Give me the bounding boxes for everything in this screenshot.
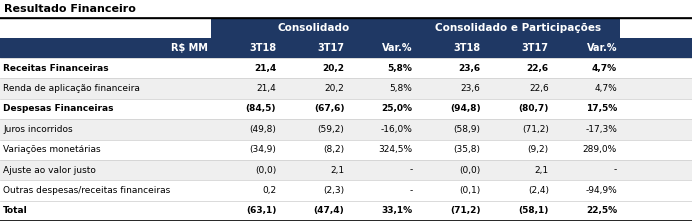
Text: (58,1): (58,1) — [518, 206, 549, 215]
Bar — [0, 38, 692, 58]
Text: (2,3): (2,3) — [323, 186, 345, 195]
Text: (35,8): (35,8) — [454, 145, 481, 154]
Text: 4,7%: 4,7% — [594, 84, 617, 93]
Text: 324,5%: 324,5% — [379, 145, 412, 154]
Text: (71,2): (71,2) — [522, 125, 549, 134]
Text: 22,6: 22,6 — [529, 84, 549, 93]
Text: Despesas Financeiras: Despesas Financeiras — [3, 105, 113, 113]
Text: -17,3%: -17,3% — [585, 125, 617, 134]
Text: 20,2: 20,2 — [325, 84, 345, 93]
Text: (94,8): (94,8) — [450, 105, 481, 113]
Text: 4,7%: 4,7% — [592, 64, 617, 73]
Text: (67,6): (67,6) — [314, 105, 345, 113]
Text: Var.%: Var.% — [587, 43, 617, 53]
Text: (8,2): (8,2) — [323, 145, 345, 154]
Text: (0,0): (0,0) — [255, 166, 276, 175]
Text: 3T17: 3T17 — [522, 43, 549, 53]
Text: 2,1: 2,1 — [330, 166, 345, 175]
Text: 21,4: 21,4 — [254, 64, 276, 73]
Text: 3T18: 3T18 — [453, 43, 481, 53]
Text: (59,2): (59,2) — [318, 125, 345, 134]
Bar — [0, 180, 692, 201]
Bar — [0, 160, 692, 180]
Text: 20,2: 20,2 — [322, 64, 345, 73]
Bar — [0, 78, 692, 99]
Text: (84,5): (84,5) — [246, 105, 276, 113]
Text: -: - — [614, 166, 617, 175]
Text: 2,1: 2,1 — [535, 166, 549, 175]
Text: Total: Total — [3, 206, 28, 215]
Text: -94,9%: -94,9% — [585, 186, 617, 195]
Text: Variações monetárias: Variações monetárias — [3, 145, 100, 154]
Text: 289,0%: 289,0% — [583, 145, 617, 154]
Text: (34,9): (34,9) — [249, 145, 276, 154]
Text: 22,5%: 22,5% — [586, 206, 617, 215]
Text: 0,2: 0,2 — [262, 186, 276, 195]
Text: 5,8%: 5,8% — [388, 64, 412, 73]
Text: (63,1): (63,1) — [246, 206, 276, 215]
Text: (9,2): (9,2) — [528, 145, 549, 154]
Text: (0,0): (0,0) — [459, 166, 481, 175]
Text: R$ MM: R$ MM — [171, 43, 208, 53]
Bar — [0, 58, 692, 78]
Text: 17,5%: 17,5% — [586, 105, 617, 113]
Text: -: - — [409, 186, 412, 195]
Bar — [211, 18, 415, 38]
Text: 22,6: 22,6 — [527, 64, 549, 73]
Bar — [0, 99, 692, 119]
Text: Consolidado: Consolidado — [277, 23, 349, 33]
Text: Outras despesas/receitas financeiras: Outras despesas/receitas financeiras — [3, 186, 170, 195]
Text: (80,7): (80,7) — [518, 105, 549, 113]
Text: 23,6: 23,6 — [459, 64, 481, 73]
Text: 21,4: 21,4 — [257, 84, 276, 93]
Text: 3T17: 3T17 — [318, 43, 345, 53]
Text: Ajuste ao valor justo: Ajuste ao valor justo — [3, 166, 96, 175]
Bar — [0, 201, 692, 221]
Text: -: - — [409, 166, 412, 175]
Text: (49,8): (49,8) — [249, 125, 276, 134]
Text: 23,6: 23,6 — [461, 84, 481, 93]
Text: 25,0%: 25,0% — [381, 105, 412, 113]
Text: (2,4): (2,4) — [528, 186, 549, 195]
Text: 3T18: 3T18 — [249, 43, 276, 53]
Text: Juros incorridos: Juros incorridos — [3, 125, 73, 134]
Text: Var.%: Var.% — [382, 43, 412, 53]
Text: Consolidado e Participações: Consolidado e Participações — [435, 23, 601, 33]
Text: (0,1): (0,1) — [459, 186, 481, 195]
Bar — [415, 18, 620, 38]
Text: (47,4): (47,4) — [313, 206, 345, 215]
Text: (58,9): (58,9) — [454, 125, 481, 134]
Bar — [0, 119, 692, 139]
Text: 33,1%: 33,1% — [381, 206, 412, 215]
Text: -16,0%: -16,0% — [381, 125, 412, 134]
Text: Receitas Financeiras: Receitas Financeiras — [3, 64, 109, 73]
Bar — [0, 139, 692, 160]
Text: Resultado Financeiro: Resultado Financeiro — [4, 4, 136, 14]
Text: (71,2): (71,2) — [450, 206, 481, 215]
Text: Renda de aplicação financeira: Renda de aplicação financeira — [3, 84, 140, 93]
Text: 5,8%: 5,8% — [390, 84, 412, 93]
